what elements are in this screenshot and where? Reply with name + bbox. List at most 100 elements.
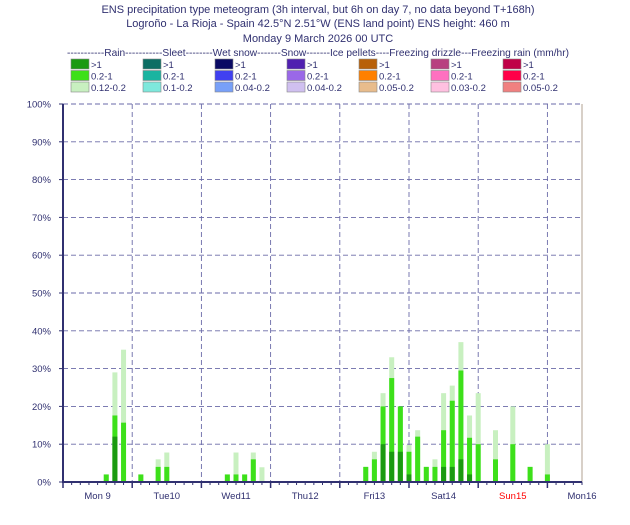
- legend-swatch: [502, 81, 522, 93]
- legend-label: 0.2-1: [307, 72, 329, 83]
- bar-rain-mid: [441, 430, 447, 482]
- bar-rain-mid: [103, 474, 109, 482]
- bar-rain-gt1: [441, 466, 447, 482]
- x-tick-label: Thu12: [292, 491, 319, 502]
- legend-label: 0.03-0.2: [451, 83, 486, 94]
- legend-label: >1: [451, 60, 462, 71]
- bar-rain-mid: [224, 474, 230, 482]
- legend-label: 0.2-1: [451, 72, 473, 83]
- legend-swatch: [502, 70, 522, 81]
- legend-swatch: [502, 58, 522, 70]
- legend-swatch: [430, 58, 450, 70]
- bar-rain-mid: [397, 406, 403, 482]
- legend-swatch: [358, 81, 378, 93]
- legend-swatch: [286, 58, 306, 70]
- title-line-1: ENS precipitation type meteogram (3h int…: [101, 4, 534, 16]
- legend-label: 0.05-0.2: [523, 83, 558, 94]
- y-tick-label: 40%: [32, 326, 52, 337]
- legend-swatch: [358, 58, 378, 70]
- bar-rain-low: [259, 467, 265, 482]
- bar-rain-mid: [155, 466, 161, 482]
- y-tick-label: 60%: [32, 251, 52, 262]
- legend-swatch: [142, 58, 162, 70]
- bar-rain-mid: [544, 474, 550, 482]
- legend-label: 0.05-0.2: [379, 83, 414, 94]
- legend-label: 0.12-0.2: [91, 83, 126, 94]
- legend-swatch: [430, 81, 450, 93]
- bar-rain-mid: [415, 436, 421, 482]
- legend-label: 0.04-0.2: [307, 83, 342, 94]
- y-tick-label: 80%: [32, 175, 52, 186]
- y-tick-label: 30%: [32, 364, 52, 375]
- legend-swatch: [142, 81, 162, 93]
- y-tick-label: 70%: [32, 213, 52, 224]
- bar-rain-low: [544, 444, 550, 482]
- legend-label: 0.2-1: [91, 72, 113, 83]
- bar-rain-gt1: [406, 474, 412, 482]
- bar-rain-gt1: [458, 459, 464, 482]
- bar-rain-mid: [371, 459, 377, 482]
- x-tick-label: Wed11: [221, 491, 250, 502]
- bar-rain-gt1: [449, 466, 455, 482]
- bar-rain-mid: [406, 451, 412, 482]
- legend-swatch: [214, 81, 234, 93]
- x-tick-label: Fri13: [364, 491, 386, 502]
- legend-swatch: [286, 81, 306, 93]
- bar-rain-mid: [467, 437, 473, 482]
- bar-rain-mid: [164, 466, 170, 482]
- x-tick-label: Mon16: [567, 491, 596, 502]
- legend-swatch: [430, 70, 450, 81]
- y-tick-label: 100%: [27, 100, 52, 111]
- bar-rain-mid: [432, 466, 438, 482]
- x-tick-label: Sat14: [431, 491, 456, 502]
- bar-rain-mid: [475, 444, 481, 482]
- legend-header: -----------Rain-----------Sleet--------W…: [67, 47, 569, 59]
- bar-rain-gt1: [389, 451, 395, 482]
- x-tick-label: Tue10: [154, 491, 181, 502]
- legend-swatch: [286, 70, 306, 81]
- legend-label: >1: [163, 60, 174, 71]
- bar-rain-mid: [449, 400, 455, 482]
- y-tick-label: 0%: [37, 478, 51, 489]
- bar-rain-gt1: [467, 474, 473, 482]
- axes: Mon 9 Tue10 Wed11 Thu12 Fri13 Sat14 Sun15 Mon16: [62, 104, 597, 502]
- legend-label: >1: [91, 60, 102, 71]
- bar-rain-mid: [121, 422, 127, 482]
- bar-rain-mid: [233, 474, 239, 482]
- legend-swatch: [214, 58, 234, 70]
- bar-rain-mid: [389, 378, 395, 482]
- x-tick-label: Sun15: [499, 491, 526, 502]
- bar-rain-mid: [458, 370, 464, 482]
- bar-rain-mid: [363, 466, 369, 482]
- legend-swatch: [70, 70, 90, 81]
- bar-rain-gt1: [380, 444, 386, 482]
- bar-rain-mid: [510, 444, 516, 482]
- legend-swatch: [358, 70, 378, 81]
- x-tick-label: Mon 9: [84, 491, 110, 502]
- legend-label: 0.04-0.2: [235, 83, 270, 94]
- y-tick-label: 90%: [32, 137, 52, 148]
- legend-label: 0.1-0.2: [163, 83, 193, 94]
- legend-label: >1: [235, 60, 246, 71]
- bar-rain-mid: [242, 474, 248, 482]
- legend-label: >1: [307, 60, 318, 71]
- legend-swatch: [70, 81, 90, 93]
- bar-rain-low: [475, 393, 481, 482]
- legend-swatch: [142, 70, 162, 81]
- legend: >10.2-10.12-0.2>10.2-10.1-0.2>10.2-10.04…: [70, 58, 558, 94]
- bars: [103, 342, 550, 482]
- bar-rain-low: [493, 430, 498, 482]
- bar-rain-mid: [250, 459, 256, 482]
- chart-title: ENS precipitation type meteogram (3h int…: [101, 4, 534, 45]
- legend-label: 0.2-1: [235, 72, 257, 83]
- bar-rain-gt1: [112, 436, 118, 482]
- legend-label: 0.2-1: [379, 72, 401, 83]
- title-line-2: Logroño - La Rioja - Spain 42.5°N 2.51°W…: [126, 18, 510, 30]
- bar-rain-low: [233, 452, 239, 482]
- legend-swatch: [70, 58, 90, 70]
- legend-label: >1: [379, 60, 390, 71]
- grid: 0% 10% 20% 30% 40% 50% 60% 70% 80% 90% 100%: [27, 100, 582, 489]
- legend-swatch: [214, 70, 234, 81]
